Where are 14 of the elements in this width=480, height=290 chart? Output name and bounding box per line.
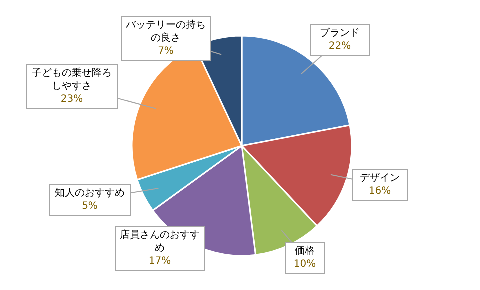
slice-label: 店員さんのおすすめ	[120, 228, 200, 254]
data-label: 5%	[81, 200, 99, 213]
slice-label: 子どもの乗せ降ろしやすさ	[31, 66, 113, 92]
slice-label: 価格	[294, 245, 316, 258]
data-label: 23%	[60, 92, 84, 106]
data-label: 22%	[328, 40, 352, 53]
data-label: 17%	[148, 254, 172, 268]
slice-label: デザイン	[359, 172, 401, 185]
slice-label: ブランド	[319, 27, 361, 40]
slice-label: バッテリーの持ちの良さ	[126, 18, 206, 44]
data-label: 10%	[292, 258, 318, 271]
data-label: 16%	[368, 185, 392, 198]
data-label: 7%	[157, 44, 175, 58]
slice-label: 知人のおすすめ	[54, 187, 126, 200]
